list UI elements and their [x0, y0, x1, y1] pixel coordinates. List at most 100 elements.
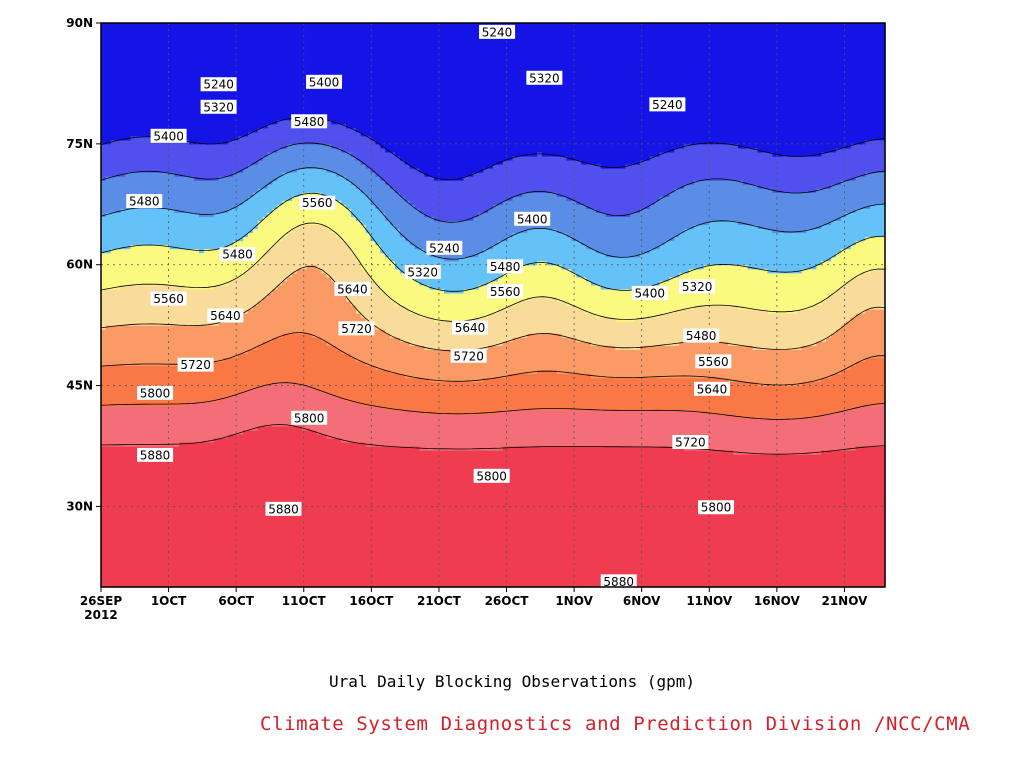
fill-cell — [409, 446, 416, 588]
fill-cell — [782, 155, 788, 193]
chart-title: Ural Daily Blocking Observations (gpm) — [328, 672, 696, 691]
x-year-label: 2012 — [84, 608, 117, 622]
fill-cell — [365, 135, 372, 169]
fill-cell — [703, 450, 710, 588]
fill-cell — [483, 349, 489, 379]
fill-cell — [208, 248, 215, 290]
contour-label: 5640 — [207, 308, 244, 323]
fill-cell — [586, 341, 592, 375]
fill-cell — [742, 345, 749, 383]
fill-cell — [213, 401, 220, 439]
fill-cell — [218, 212, 225, 250]
fill-cell — [649, 204, 656, 250]
fill-cell — [546, 155, 553, 193]
fill-cell — [380, 23, 386, 149]
fill-cell — [566, 23, 572, 161]
fill-cell — [556, 300, 563, 334]
fill-cell — [164, 23, 171, 141]
fill-cell — [331, 123, 337, 149]
fill-cell — [821, 450, 827, 588]
fill-cell — [757, 23, 764, 153]
fill-cell — [507, 446, 514, 588]
contour-label-box — [487, 284, 524, 299]
fill-cell — [110, 288, 117, 326]
fill-cell — [429, 450, 435, 588]
fill-cell — [228, 176, 234, 209]
fill-cell — [591, 345, 597, 379]
fill-cell — [399, 23, 406, 161]
contour-line — [100, 424, 886, 455]
fill-cell — [341, 151, 347, 177]
fill-cell — [708, 220, 715, 266]
contour-label: 5240 — [479, 24, 516, 39]
fill-cell — [708, 413, 715, 451]
fill-cell — [831, 413, 837, 451]
fill-cell — [463, 349, 470, 383]
fill-cell — [252, 429, 259, 588]
fill-cell — [605, 377, 612, 411]
contour-label-text: 5800 — [476, 469, 507, 483]
fill-cell — [184, 365, 190, 403]
fill-cell — [370, 139, 376, 173]
fill-cell — [728, 450, 734, 588]
fill-cell — [370, 365, 376, 407]
contour-label-text: 5400 — [517, 212, 548, 226]
fill-cell — [546, 296, 553, 334]
fill-cell — [424, 377, 430, 415]
fill-cell — [654, 446, 661, 588]
fill-cell — [248, 429, 254, 588]
fill-cell — [644, 409, 651, 447]
fill-cell — [365, 272, 372, 322]
fill-cell — [546, 333, 553, 371]
fill-cell — [615, 256, 621, 290]
fill-cell — [664, 345, 670, 379]
x-tick-label: 1OCT — [151, 594, 187, 608]
fill-cell — [444, 180, 450, 221]
fill-cell — [787, 454, 793, 588]
fill-cell — [233, 317, 239, 358]
fill-cell — [537, 260, 543, 298]
fill-cell — [483, 377, 489, 415]
fill-cell — [439, 220, 445, 258]
fill-cell — [483, 450, 489, 588]
fill-cell — [571, 272, 577, 306]
fill-cell — [826, 188, 832, 226]
fill-cell — [468, 321, 474, 350]
fill-cell — [248, 349, 254, 391]
contour-label: 5480 — [291, 114, 328, 129]
fill-cell — [301, 23, 308, 117]
fill-cell — [478, 349, 484, 383]
fill-cell — [174, 212, 180, 250]
fill-cell — [845, 23, 852, 149]
fill-cell — [184, 212, 190, 250]
fill-cell — [248, 164, 254, 197]
fill-cell — [404, 200, 411, 242]
fill-cell — [194, 325, 200, 367]
fill-cell — [150, 244, 156, 286]
fill-cell — [375, 405, 381, 447]
fill-cell — [654, 284, 661, 318]
fill-cell — [782, 23, 788, 157]
fill-cell — [875, 139, 881, 173]
fill-cell — [674, 188, 680, 238]
fill-cell — [752, 224, 759, 270]
fill-cell — [713, 264, 719, 306]
fill-cell — [301, 168, 308, 193]
fill-cell — [120, 176, 127, 209]
fill-cell — [448, 260, 455, 294]
fill-cell — [194, 288, 200, 326]
fill-cell — [336, 23, 342, 125]
fill-cell — [409, 23, 416, 169]
fill-cell — [419, 172, 425, 213]
fill-cell — [424, 176, 430, 217]
fill-cell — [649, 377, 656, 411]
fill-cell — [747, 381, 754, 419]
fill-cell — [733, 345, 739, 383]
fill-cell — [811, 23, 817, 157]
fill-cell — [669, 409, 675, 447]
fill-cell — [488, 168, 494, 209]
fill-cell — [723, 450, 729, 588]
fill-cell — [615, 446, 621, 588]
fill-cell — [527, 333, 533, 375]
fill-cell — [150, 325, 156, 367]
